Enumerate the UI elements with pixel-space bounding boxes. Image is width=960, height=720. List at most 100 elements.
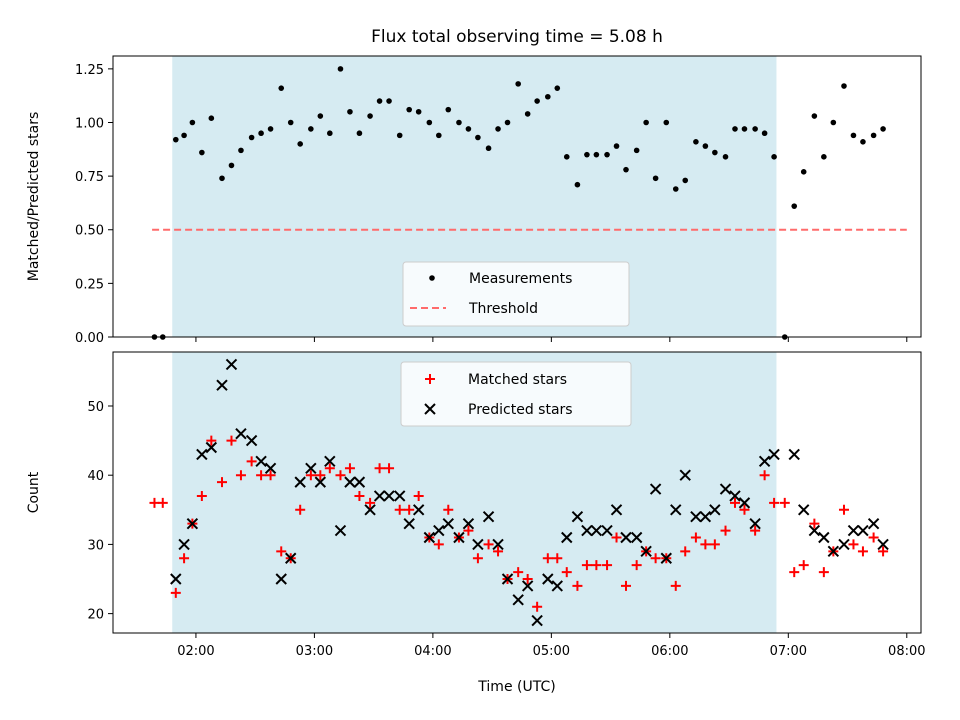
- data-point: [472, 553, 483, 564]
- data-point: [216, 379, 228, 391]
- data-point: [542, 553, 553, 564]
- x-axis-label: Time (UTC): [477, 679, 555, 695]
- legend-label: Matched stars: [468, 372, 567, 388]
- data-point: [482, 511, 495, 523]
- data-point: [364, 504, 376, 516]
- data-point: [611, 532, 622, 543]
- data-point: [354, 490, 365, 501]
- data-point: [759, 470, 770, 481]
- data-point: [682, 177, 689, 184]
- data-point: [295, 504, 306, 515]
- data-point: [205, 441, 218, 454]
- data-point: [426, 119, 433, 126]
- data-point: [729, 497, 740, 508]
- data-point: [267, 126, 274, 132]
- data-point: [788, 448, 800, 461]
- data-point: [504, 119, 511, 126]
- data-point: [394, 504, 405, 515]
- data-point: [830, 119, 837, 126]
- data-point: [248, 134, 255, 141]
- data-point: [779, 497, 790, 508]
- data-point: [761, 130, 768, 137]
- data-point: [521, 580, 534, 592]
- data-point: [170, 587, 181, 598]
- data-point: [305, 462, 317, 474]
- data-point: [475, 134, 481, 141]
- data-point: [680, 546, 691, 557]
- data-point: [857, 546, 868, 557]
- data-point: [384, 463, 395, 474]
- data-point: [838, 538, 850, 551]
- data-point: [463, 525, 474, 536]
- data-point: [613, 143, 620, 149]
- data-point: [791, 203, 798, 209]
- data-point: [601, 524, 613, 537]
- data-point: [709, 539, 720, 550]
- data-point: [308, 126, 314, 132]
- data-point: [552, 553, 563, 564]
- data-point: [472, 538, 484, 551]
- data-point: [561, 531, 573, 544]
- data-point: [219, 175, 225, 182]
- data-point: [462, 517, 475, 530]
- x-tick-label: 08:00: [888, 644, 925, 659]
- data-point: [403, 517, 415, 530]
- top-legend: Measurements Threshold: [402, 261, 630, 327]
- data-point: [285, 552, 297, 564]
- data-point: [729, 490, 741, 502]
- data-point: [720, 525, 731, 536]
- data-point: [196, 490, 207, 501]
- data-point: [563, 154, 570, 160]
- data-point: [808, 524, 821, 537]
- data-point: [670, 580, 681, 591]
- data-point: [631, 560, 642, 571]
- bottom-panel: 02:00 03:00 04:00 05:00 06:00 07:00 08:00 20 30 4…: [26, 351, 926, 695]
- data-point: [501, 573, 514, 585]
- data-point: [170, 573, 182, 585]
- data-point: [868, 532, 879, 543]
- data-point: [394, 490, 406, 502]
- data-point: [453, 531, 465, 544]
- data-point: [495, 126, 501, 132]
- y-tick-label: 0.00: [75, 331, 104, 346]
- data-point: [264, 462, 277, 474]
- data-point: [456, 119, 462, 126]
- data-point: [593, 151, 600, 158]
- data-point: [353, 476, 366, 488]
- data-point: [406, 106, 412, 113]
- data-point: [670, 504, 682, 516]
- data-point: [186, 517, 199, 530]
- data-point: [693, 139, 699, 145]
- data-point: [660, 552, 672, 564]
- data-point: [809, 518, 820, 529]
- data-point: [226, 435, 237, 446]
- data-point: [404, 504, 415, 515]
- data-point: [513, 567, 524, 578]
- x-tick-label: 05:00: [533, 644, 570, 659]
- data-point: [633, 147, 640, 154]
- data-point: [702, 143, 709, 149]
- data-point: [412, 504, 425, 516]
- data-point: [800, 169, 807, 175]
- data-point: [433, 539, 444, 550]
- data-point: [771, 154, 777, 160]
- top-y-axis-label: Matched/Predicted stars: [26, 112, 42, 282]
- top-series-measurements: [151, 66, 886, 340]
- legend-box: [400, 361, 632, 427]
- data-point: [225, 358, 238, 371]
- y-tick-label: 40: [87, 469, 104, 484]
- data-point: [255, 455, 267, 468]
- data-point: [838, 504, 849, 515]
- data-point: [327, 130, 333, 137]
- data-point: [314, 476, 327, 488]
- data-point: [383, 490, 395, 502]
- data-point: [512, 594, 524, 606]
- data-point: [256, 470, 267, 481]
- data-point: [189, 119, 196, 126]
- data-point: [841, 83, 847, 89]
- data-point: [532, 601, 543, 612]
- data-point: [758, 455, 771, 468]
- data-point: [732, 126, 738, 132]
- data-point: [750, 525, 761, 536]
